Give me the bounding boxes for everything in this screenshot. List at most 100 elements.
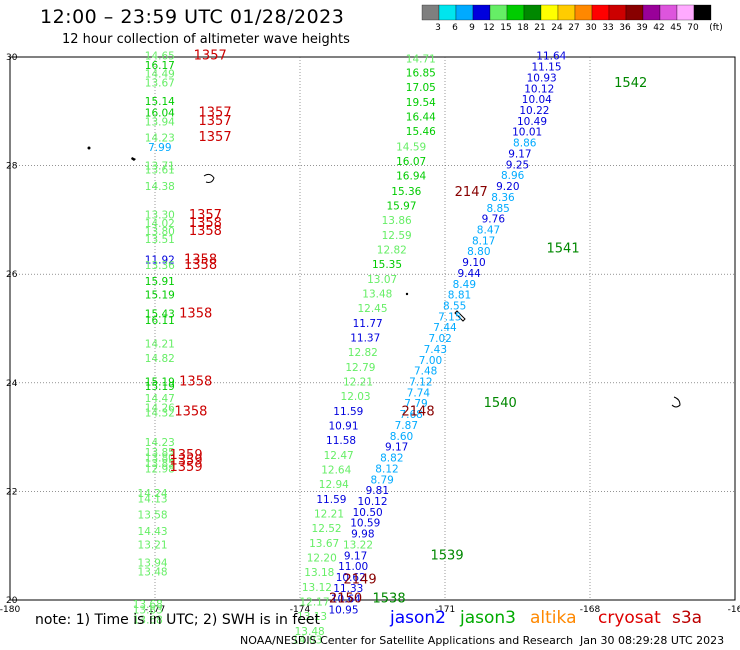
wave-height-label: 13.68: [133, 599, 163, 611]
wave-height-label: 10.64: [331, 594, 361, 606]
wave-height-label: 13.51: [145, 234, 175, 246]
pass-label: 2150: [329, 592, 362, 607]
wave-height-label: 8.80: [467, 246, 490, 258]
wave-height-label: 10.01: [512, 127, 542, 139]
wave-height-label: 15.43: [145, 309, 175, 321]
wave-height-label: 12.21: [314, 508, 344, 520]
wave-height-label: 8.60: [390, 431, 413, 443]
pass-label: 1358: [184, 252, 217, 267]
wave-height-label: 10.62: [336, 572, 366, 584]
island-outline: [203, 173, 215, 183]
legend-swatch: [676, 4, 695, 21]
y-tick-label: 22: [6, 487, 17, 497]
wave-height-label: 10.95: [328, 605, 358, 617]
wave-height-label: 11.58: [326, 435, 356, 447]
wave-height-label: 13.61: [145, 165, 175, 177]
wave-height-label: 8.86: [513, 138, 537, 150]
wave-height-label: 14.65: [145, 51, 175, 63]
legend-label: 6: [452, 23, 458, 33]
wave-height-label: 15.97: [386, 201, 416, 213]
legend-swatch: [659, 4, 678, 21]
color-legend: 3 6 9 12 15 18 21 24 27 30 33 36 39 42 45 70 (ft): [421, 4, 723, 33]
wave-height-label: 7.02: [428, 333, 451, 345]
pass-label: 1358: [174, 404, 207, 419]
wave-height-label: 10.12: [524, 83, 554, 95]
wave-height-label: 13.48: [295, 626, 325, 638]
wave-height-label: 10.91: [328, 420, 358, 432]
wave-height-label: 14.13: [138, 493, 168, 505]
pass-label: 1357: [199, 114, 232, 129]
wave-height-label: 14.82: [145, 353, 175, 365]
wave-height-label: 14.24: [138, 488, 168, 500]
wave-height-label: 11.33: [333, 583, 363, 595]
wave-height-label: 7.43: [424, 344, 447, 356]
wave-height-label: 13.94: [145, 116, 175, 128]
wave-height-label: 15.19: [145, 381, 175, 393]
satellite-cryosat: cryosat: [598, 608, 661, 628]
wave-height-label: 10.49: [517, 116, 547, 128]
pass-label: 1357: [189, 208, 222, 223]
wave-height-label: 11.92: [145, 254, 175, 266]
wave-height-label: 7.68: [399, 409, 422, 421]
legend-label: 21: [534, 23, 545, 33]
legend-swatch: [608, 4, 627, 21]
wave-height-label: 13.58: [138, 510, 168, 522]
wave-height-label: 13.48: [362, 289, 392, 301]
footer-timestamp: Jan 30 08:29:28 UTC 2023: [580, 634, 725, 647]
wave-height-label: 14.38: [145, 181, 175, 193]
legend-label: 27: [568, 23, 579, 33]
wave-height-label: 14.32: [145, 407, 175, 419]
wave-height-label: 16.11: [145, 315, 175, 327]
wave-height-label: 10.22: [519, 105, 549, 117]
wave-height-label: 7.44: [433, 322, 457, 334]
wave-height-label: 14.21: [145, 339, 175, 351]
wave-height-label: 10.50: [353, 507, 383, 519]
pass-label: 1358: [179, 375, 212, 390]
y-tick-label: 26: [6, 270, 18, 280]
wave-height-label: 12.21: [343, 377, 373, 389]
legend-label: 33: [602, 23, 613, 33]
wave-height-label: 7.79: [404, 398, 427, 410]
wave-height-label: 8.36: [491, 192, 515, 204]
wave-height-label: 13.85: [145, 458, 175, 470]
wave-height-label: 13.67: [309, 538, 339, 550]
pass-label: 1539: [431, 548, 464, 563]
wave-height-label: 13.12: [302, 582, 332, 594]
legend-swatch: [591, 4, 610, 21]
wave-height-label: 14.43: [138, 526, 168, 538]
wave-height-label: 7.74: [407, 387, 431, 399]
wave-height-label: 15.36: [391, 186, 421, 198]
wave-height-label: 14.47: [145, 393, 175, 405]
page-title: 12:00 – 23:59 UTC 01/28/2023: [40, 6, 345, 28]
wave-height-label: 15.19: [145, 290, 175, 302]
wave-height-label: 12.82: [348, 347, 378, 359]
wave-height-label: 13.80: [145, 453, 175, 465]
legend-swatch: [642, 4, 661, 21]
wave-height-label: 9.10: [462, 257, 485, 269]
legend-label: 30: [585, 23, 597, 33]
wave-height-label: 8.12: [375, 463, 398, 475]
wave-height-label: 9.25: [506, 159, 529, 171]
pass-label: 1540: [484, 396, 517, 411]
wave-height-label: 12.20: [307, 552, 337, 564]
wave-height-label: 13.21: [138, 539, 168, 551]
wave-height-label: 15.35: [372, 259, 402, 271]
pass-label: 1359: [170, 460, 203, 475]
wave-height-label: 13.07: [367, 274, 397, 286]
legend-label: 9: [469, 23, 475, 33]
wave-height-label: 13.86: [382, 215, 412, 227]
wave-height-label: 13.85: [145, 447, 175, 459]
wave-height-label: 13.36: [145, 260, 175, 272]
wave-height-label: 15.91: [145, 276, 175, 288]
wave-height-label: 13.80: [145, 226, 175, 238]
legend-label: 18: [517, 23, 529, 33]
wave-height-label: 13.68: [133, 614, 163, 626]
pass-label: 1358: [184, 258, 217, 273]
wave-height-label: 9.76: [482, 214, 506, 226]
pass-label: 1359: [170, 448, 203, 463]
pass-label: 1541: [547, 241, 580, 256]
island-outline: [671, 396, 681, 408]
wave-height-label: 11.37: [350, 333, 380, 345]
satellite-jason3: jason3: [460, 608, 516, 628]
